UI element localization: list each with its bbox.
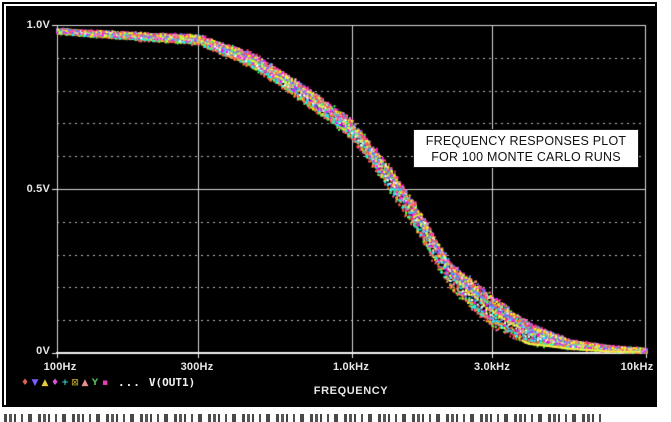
x-tick-label-300hz: 300Hz	[180, 361, 214, 373]
legend-marker-icon: ▪	[101, 377, 109, 388]
y-tick-label-0v: 0V	[36, 345, 50, 357]
annotation-line-1: FREQUENCY RESPONSES PLOT	[425, 133, 627, 148]
legend-marker-icon: ▲	[81, 377, 89, 388]
trace-legend: ♦ ▼ ▲ ♦ + ⊠ ▲ Y ▪ ... V(OUT1)	[20, 375, 195, 390]
annotation-line-2: FOR 100 MONTE CARLO RUNS	[431, 149, 621, 164]
x-axis-title: FREQUENCY	[313, 385, 389, 397]
legend-marker-icon: ▼	[31, 377, 39, 388]
x-tick-label-10khz: 10kHz	[620, 361, 654, 373]
legend-ellipsis: ...	[118, 376, 141, 389]
clipped-caption	[4, 414, 604, 422]
legend-marker-row: ♦ ▼ ▲ ♦ + ⊠ ▲ Y ▪	[20, 378, 110, 388]
legend-marker-icon: Y	[91, 377, 99, 388]
legend-marker-icon: ⊠	[71, 377, 79, 388]
outer-frame	[2, 2, 657, 407]
x-tick-label-1khz: 1.0kHz	[332, 361, 370, 373]
legend-marker-icon: +	[61, 377, 69, 388]
y-tick-label-1v: 1.0V	[26, 19, 50, 31]
legend-marker-icon: ▲	[41, 377, 49, 388]
x-tick-label-3khz: 3.0kHz	[473, 361, 511, 373]
x-tick-label-100hz: 100Hz	[43, 361, 77, 373]
annotation-box: FREQUENCY RESPONSES PLOT FOR 100 MONTE C…	[413, 129, 639, 168]
y-tick-label-0-5v: 0.5V	[26, 183, 50, 195]
plot-canvas	[6, 6, 656, 406]
legend-marker-icon: ♦	[20, 377, 30, 388]
legend-trace-name: V(OUT1)	[148, 376, 196, 389]
plot-panel: 1.0V 0.5V 0V 100Hz 300Hz 1.0kHz 3.0kHz 1…	[6, 6, 656, 406]
legend-marker-icon: ♦	[50, 377, 60, 388]
